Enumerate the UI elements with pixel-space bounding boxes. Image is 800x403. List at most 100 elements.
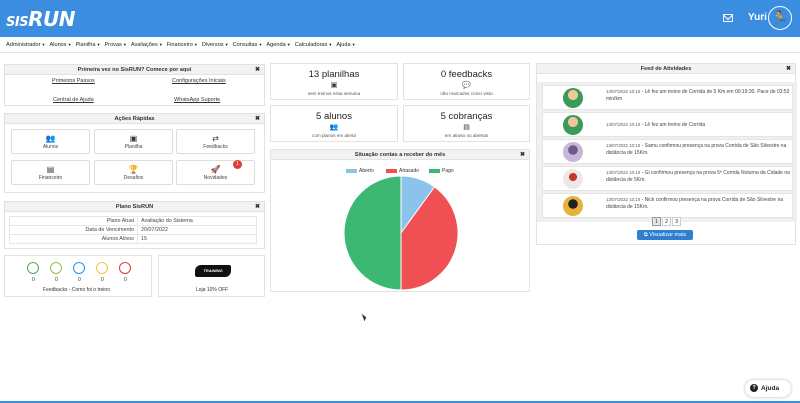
sisrun-logo[interactable]: SISRUN — [6, 7, 75, 31]
menu-calculadoras[interactable]: Calculadoras▼ — [294, 41, 333, 48]
users-icon: 👥 — [329, 124, 339, 131]
quick-action-desafios[interactable]: 🏆 Desafios — [94, 160, 173, 185]
pie-slice-atrasado[interactable] — [400, 186, 459, 291]
avatar — [563, 88, 583, 108]
caret-down-icon: ▼ — [41, 41, 46, 47]
list-item[interactable]: 13/07/2022 10:10 - Lê fez um treino de C… — [542, 112, 793, 137]
face-count: 0 — [124, 277, 127, 283]
panel-header: Primeira vez no SisRUN? Comece por aqui ✖ — [5, 65, 264, 75]
menu-planilha[interactable]: Planilha▼ — [75, 41, 101, 48]
quick-action-planilha[interactable]: ▣ Planilha — [94, 129, 173, 154]
menu-avaliacoes[interactable]: Avaliações▼ — [130, 41, 163, 48]
face-count: 0 — [101, 277, 104, 283]
legend-swatch — [429, 168, 440, 173]
loja-panel[interactable]: TRAINING Loja 10% OFF — [158, 255, 265, 297]
first-time-panel: Primeira vez no SisRUN? Comece por aqui ✖… — [4, 64, 265, 106]
link-configuracoes-iniciais[interactable]: Configurações Iniciais — [172, 78, 226, 84]
caret-down-icon: ▼ — [351, 41, 356, 47]
menu-diversos[interactable]: Diversos▼ — [201, 41, 229, 48]
menu-financeiro[interactable]: Financeiro▼ — [166, 41, 198, 48]
view-more-button[interactable]: ⧉ Visualizar mais — [637, 230, 693, 240]
menu-consultas[interactable]: Consultas▼ — [232, 41, 263, 48]
quick-action-novidades[interactable]: 🚀 Novidades 1 — [176, 160, 255, 185]
table-row: Plano Atual Avaliação do Sistema — [9, 216, 257, 226]
avatar — [563, 196, 583, 216]
list-item[interactable]: 13/07/2022 10:10 - Nick confirmou presen… — [542, 193, 793, 218]
panel-header: Ações Rápidas ✖ — [5, 114, 264, 124]
quick-action-alunos[interactable]: 👥 Alunos — [11, 129, 90, 154]
avatar — [563, 142, 583, 162]
very-happy-face-icon — [27, 262, 39, 274]
money-icon: ▤ — [46, 165, 55, 174]
menu-ajuda[interactable]: Ajuda▼ — [336, 41, 356, 48]
money-icon: ▤ — [463, 124, 470, 131]
happy-face-icon — [50, 262, 62, 274]
feedback-faces-panel[interactable]: 0 0 0 0 0 Feedbacks - Como foi o treino — [4, 255, 152, 297]
close-icon[interactable]: ✖ — [254, 204, 260, 210]
trophy-icon: 🏆 — [128, 165, 139, 174]
caret-down-icon: ▼ — [158, 41, 163, 47]
page-3-button[interactable]: 3 — [672, 217, 681, 226]
mail-icon[interactable] — [723, 14, 733, 22]
caret-down-icon: ▼ — [122, 41, 127, 47]
page-1-button[interactable]: 1 — [652, 217, 661, 226]
quick-action-feedbacks[interactable]: ⇄ Feedbacks — [176, 129, 255, 154]
menu-provas[interactable]: Provas▼ — [104, 41, 127, 48]
bottom-border — [0, 401, 800, 403]
neutral-face-icon — [73, 262, 85, 274]
pie-slice-pago[interactable] — [343, 175, 402, 291]
comments-icon: 💬 — [462, 82, 471, 89]
table-row: Alunos Ativos 15 — [9, 234, 257, 244]
caret-down-icon: ▼ — [224, 41, 229, 47]
plano-table: Plano Atual Avaliação do Sistema Data de … — [9, 216, 257, 244]
feedbacks-caption: Feedbacks - Como foi o treino — [43, 287, 110, 293]
list-item[interactable]: 13/07/2022 10:10 - Samu confirmou presen… — [542, 139, 793, 164]
close-icon[interactable]: ✖ — [254, 116, 260, 122]
stat-feedbacks[interactable]: 0 feedbacks 💬 não marcados como visto — [403, 63, 530, 100]
menu-agenda[interactable]: Agenda▼ — [266, 41, 291, 48]
legend-item-atrasado[interactable]: Atrasado — [386, 168, 419, 174]
link-primeiros-passos[interactable]: Primeiros Passos — [52, 78, 95, 84]
stat-alunos[interactable]: 5 alunos 👥 com planos em alerta — [270, 105, 398, 142]
page-2-button[interactable]: 2 — [662, 217, 671, 226]
caret-down-icon: ▼ — [328, 41, 333, 47]
id-card-icon: ▣ — [129, 134, 138, 143]
stat-cobrancas[interactable]: 5 cobranças ▤ em atraso ou abertas — [403, 105, 530, 142]
face-count: 0 — [55, 277, 58, 283]
quick-actions-panel: Ações Rápidas ✖ 👥 Alunos ▣ Planilha ⇄ Feedba… — [4, 113, 265, 193]
users-icon: 👥 — [45, 134, 56, 143]
legend-item-aberto[interactable]: Aberto — [346, 168, 374, 174]
menu-administrador[interactable]: Administrador▼ — [6, 41, 46, 48]
legend-item-pago[interactable]: Pago — [429, 168, 454, 174]
link-whatsapp-suporte[interactable]: WhatsApp Suporte — [174, 97, 221, 103]
loja-caption: Loja 10% OFF — [196, 287, 229, 293]
external-link-icon: ⧉ — [643, 232, 650, 238]
legend-swatch — [346, 168, 357, 173]
feed-panel: Feed de Atividades ✖ 13/07/2022 10:10 - L… — [536, 63, 797, 245]
stat-planilhas[interactable]: 13 planilhas ▣ sem treinos essa semana — [270, 63, 398, 100]
panel-header: Feed de Atividades ✖ — [537, 64, 795, 74]
panel-header: Situação contas a receber do mês ✖ — [271, 150, 529, 160]
user-name[interactable]: Yuri — [748, 12, 767, 23]
list-item[interactable]: 13/07/2022 10:10 - Gi confirmou presença… — [542, 166, 793, 191]
close-icon[interactable]: ✖ — [785, 66, 791, 72]
close-icon[interactable]: ✖ — [254, 67, 260, 73]
question-icon: ? — [750, 384, 758, 393]
close-icon[interactable]: ✖ — [519, 152, 525, 158]
list-item[interactable]: 13/07/2022 10:10 - Lê fez um treino de C… — [542, 85, 793, 110]
table-row: Data de Vencimento 20/07/2022 — [9, 225, 257, 235]
caret-down-icon: ▼ — [193, 41, 198, 47]
legend-swatch — [386, 168, 397, 173]
menu-alunos[interactable]: Alunos▼ — [49, 41, 72, 48]
top-bar: SISRUN Yuri 🏃 — [0, 0, 800, 37]
retweet-icon: ⇄ — [212, 134, 219, 143]
panel-title: Ações Rápidas — [114, 116, 155, 122]
runner-avatar-icon[interactable]: 🏃 — [768, 6, 792, 30]
quick-action-financeiro[interactable]: ▤ Financeiro — [11, 160, 90, 185]
sad-face-icon — [119, 262, 131, 274]
caret-down-icon: ▼ — [96, 41, 101, 47]
help-button[interactable]: ? Ajuda — [745, 380, 791, 397]
link-central-de-ajuda[interactable]: Central de Ajuda — [53, 97, 94, 103]
face-count: 0 — [32, 277, 35, 283]
logo-run-text: RUN — [28, 7, 75, 31]
